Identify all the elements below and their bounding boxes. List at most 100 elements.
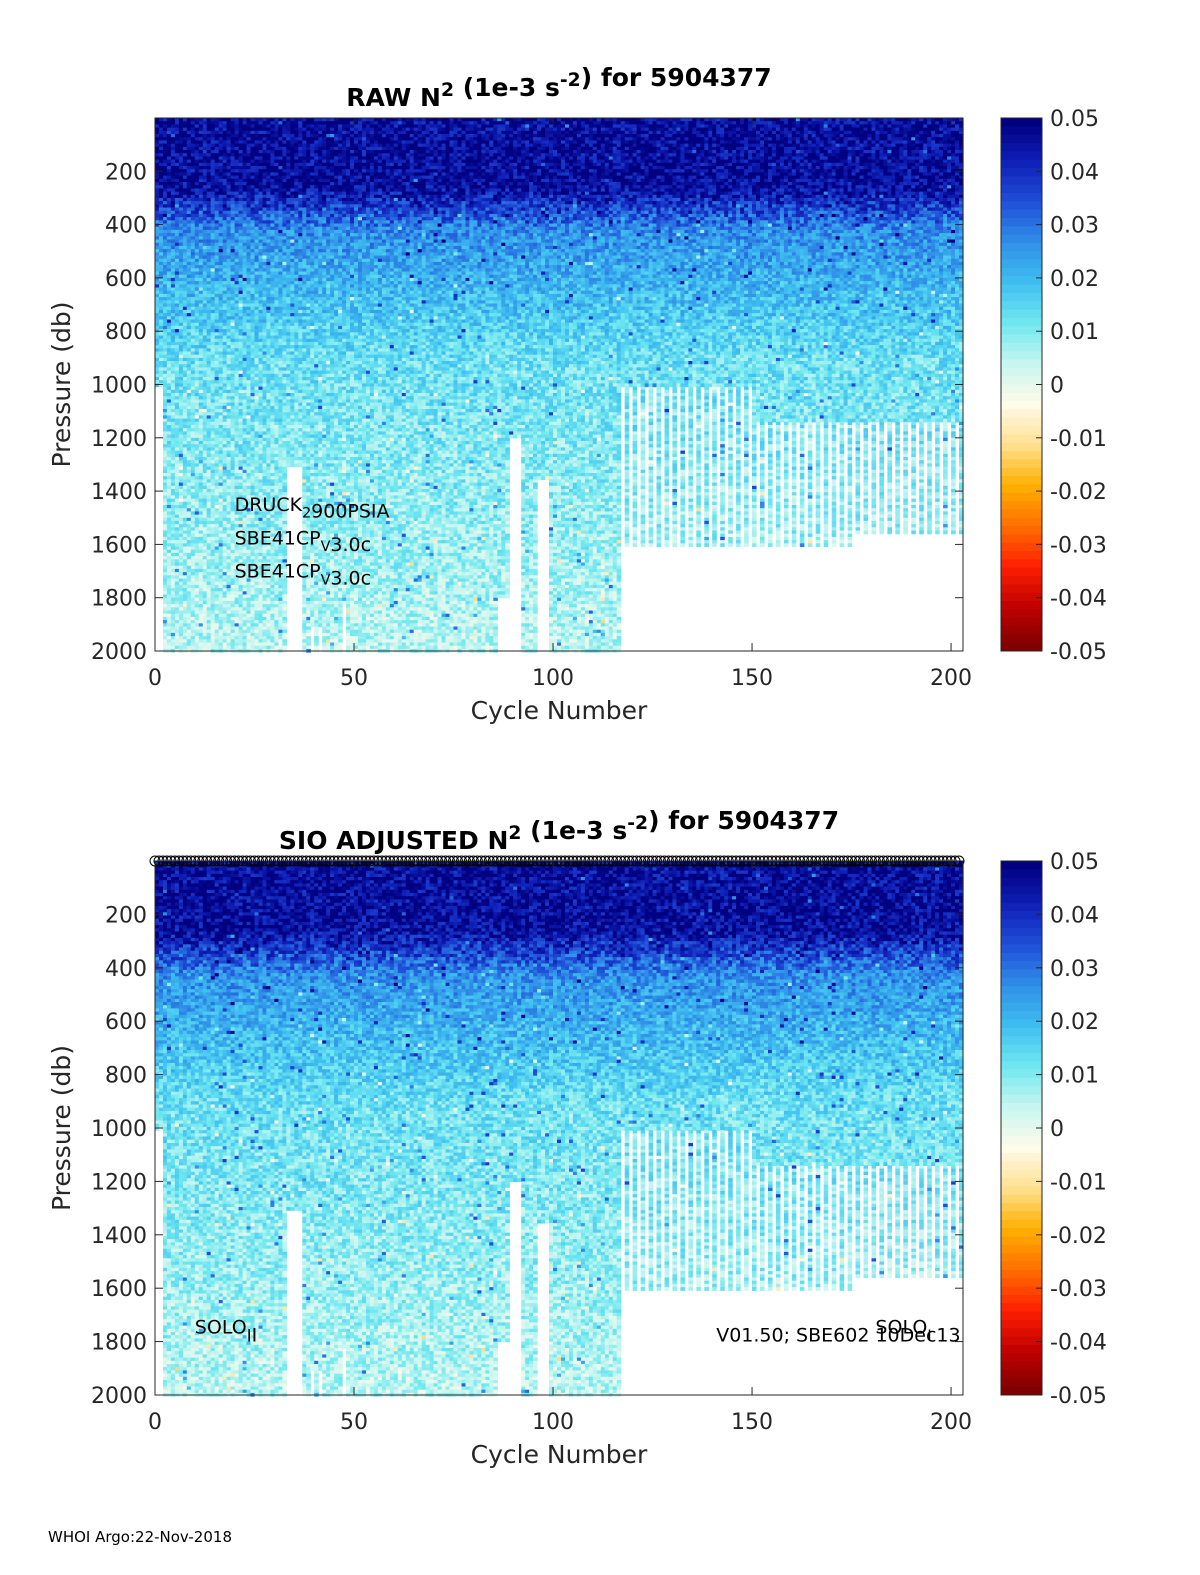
colorbar-step [1001, 1086, 1042, 1095]
colorbar-step [1001, 1253, 1042, 1262]
colorbar-step [1001, 878, 1042, 887]
x-tick-label: 200 [930, 1410, 972, 1435]
colorbar-step [1001, 1028, 1042, 1037]
colorbar-step [1001, 1036, 1042, 1045]
x-tick-label: 0 [148, 666, 162, 691]
chart-title: RAW N2 (1e-3 s-2) for 5904377 [346, 63, 771, 112]
colorbar-step [1001, 1303, 1042, 1312]
y-axis-label: Pressure (db) [47, 302, 76, 468]
colorbar-tick-label: -0.01 [1050, 427, 1107, 452]
colorbar-step [1001, 1328, 1042, 1337]
x-tick-label: 150 [731, 1410, 773, 1435]
colorbar-step [1001, 385, 1042, 394]
colorbar-step [1001, 601, 1042, 610]
colorbar-step [1001, 609, 1042, 618]
colorbar-step [1001, 251, 1042, 260]
colorbar-tick-label: -0.03 [1050, 533, 1107, 558]
colorbar-step [1001, 1370, 1042, 1379]
colorbar-step [1001, 293, 1042, 302]
colorbar-step [1001, 1003, 1042, 1012]
colorbar-step [1001, 1045, 1042, 1054]
chart-title: SIO ADJUSTED N2 (1e-3 s-2) for 5904377 [279, 806, 839, 855]
colorbar-step [1001, 1170, 1042, 1179]
colorbar-step [1001, 1337, 1042, 1346]
colorbar-tick-label: 0.05 [1050, 850, 1099, 875]
colorbar-tick-label: -0.05 [1050, 640, 1107, 665]
x-tick-label: 100 [532, 1410, 574, 1435]
colorbar-step [1001, 886, 1042, 895]
annotation-text: V01.50; SBE602 10Dec13 [716, 1325, 960, 1347]
y-tick-label: 1000 [91, 1117, 147, 1142]
colorbar-step [1001, 459, 1042, 468]
colorbar-step [1001, 451, 1042, 460]
colorbar-step [1001, 559, 1042, 568]
colorbar-step [1001, 476, 1042, 485]
colorbar-step [1001, 995, 1042, 1004]
colorbar-step [1001, 1053, 1042, 1062]
colorbar-step [1001, 1186, 1042, 1195]
y-tick-label: 1800 [91, 1331, 147, 1356]
colorbar-step [1001, 1320, 1042, 1329]
y-tick-label: 1000 [91, 374, 147, 399]
colorbar-step [1001, 961, 1042, 970]
colorbar-step [1001, 1353, 1042, 1362]
colorbar-step [1001, 1103, 1042, 1112]
colorbar-step [1001, 193, 1042, 202]
colorbar-step [1001, 1262, 1042, 1271]
colorbar-step [1001, 468, 1042, 477]
colorbar-step [1001, 226, 1042, 235]
colorbar-step [1001, 911, 1042, 920]
colorbar-step [1001, 1270, 1042, 1279]
colorbar-step [1001, 1128, 1042, 1137]
y-tick-label: 400 [105, 957, 147, 982]
colorbar-step [1001, 953, 1042, 962]
colorbar-step [1001, 1203, 1042, 1212]
colorbar-step [1001, 978, 1042, 987]
colorbar-step [1001, 593, 1042, 602]
y-tick-label: 1800 [91, 587, 147, 612]
colorbar-step [1001, 260, 1042, 269]
colorbar-step [1001, 351, 1042, 360]
y-tick-label: 800 [105, 320, 147, 345]
colorbar-tick-label: -0.02 [1050, 1224, 1107, 1249]
y-tick-label: 600 [105, 267, 147, 292]
colorbar-tick-label: 0 [1050, 374, 1064, 399]
colorbar-step [1001, 1287, 1042, 1296]
x-tick-label: 150 [731, 666, 773, 691]
colorbar-step [1001, 418, 1042, 427]
colorbar-step [1001, 861, 1042, 870]
colorbar-step [1001, 919, 1042, 928]
colorbar-step [1001, 1195, 1042, 1204]
colorbar-step [1001, 534, 1042, 543]
x-tick-label: 50 [340, 666, 368, 691]
colorbar-step [1001, 643, 1042, 652]
colorbar-step [1001, 1211, 1042, 1220]
colorbar-step [1001, 509, 1042, 518]
colorbar-step [1001, 518, 1042, 527]
colorbar-step [1001, 936, 1042, 945]
colorbar-step [1001, 568, 1042, 577]
colorbar-step [1001, 243, 1042, 252]
colorbar-step [1001, 551, 1042, 560]
footer-label: WHOI Argo:22-Nov-2018 [48, 1528, 232, 1546]
colorbar-step [1001, 393, 1042, 402]
colorbar-step [1001, 151, 1042, 160]
colorbar-tick-label: 0 [1050, 1117, 1064, 1142]
colorbar-step [1001, 1136, 1042, 1145]
colorbar-step [1001, 126, 1042, 135]
colorbar-step [1001, 484, 1042, 493]
colorbar-step [1001, 584, 1042, 593]
y-tick-label: 200 [105, 160, 147, 185]
colorbar-tick-label: 0.01 [1050, 1064, 1099, 1089]
chart-panel-1: 0 50 100 150 2002004006008001000120014001600… [47, 63, 1107, 725]
colorbar-tick-label: 0.01 [1050, 320, 1099, 345]
colorbar-step [1001, 626, 1042, 635]
colorbar: 0.050.040.030.020.010-0.01-0.02-0.03-0.0… [1001, 850, 1107, 1409]
colorbar-step [1001, 1178, 1042, 1187]
chart-panel-2: 0 50 100 150 2002004006008001000120014001600… [47, 806, 1107, 1469]
colorbar-step [1001, 493, 1042, 502]
colorbar-tick-label: -0.03 [1050, 1277, 1107, 1302]
colorbar-step [1001, 576, 1042, 585]
colorbar-step [1001, 869, 1042, 878]
